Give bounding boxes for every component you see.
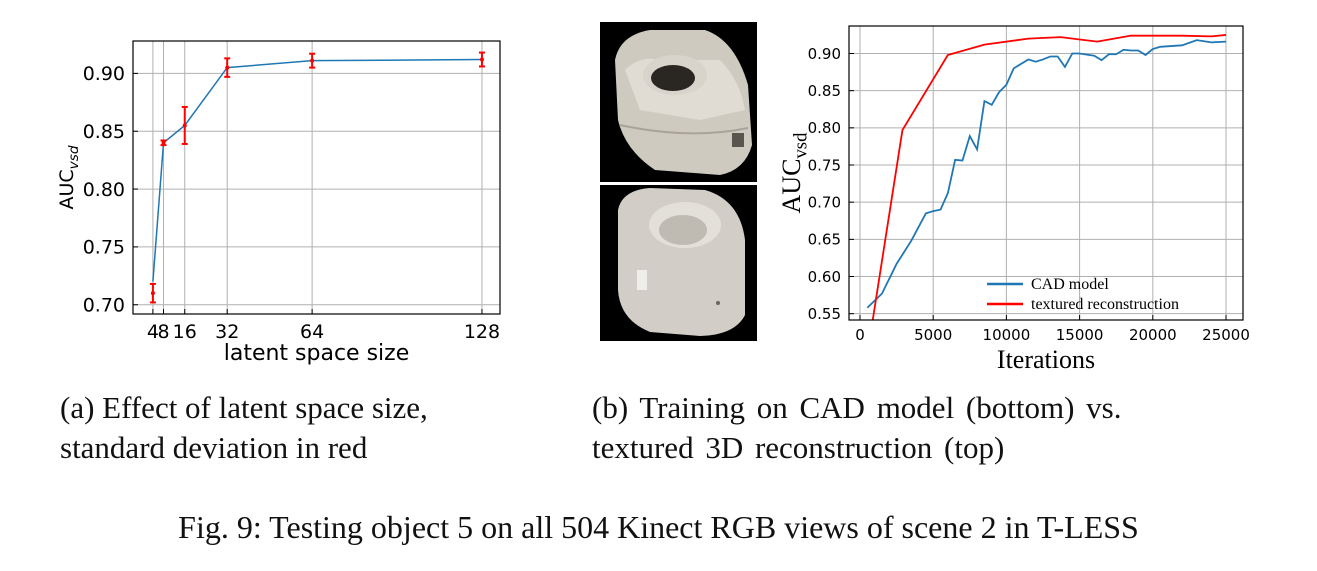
caption-a-line2: standard deviation in red [60, 430, 368, 465]
x-axis-label: latent space size [224, 341, 410, 366]
series-line [152, 58, 482, 282]
x-axis-label: Iterations [997, 345, 1095, 374]
y-tick-label: 0.70 [83, 295, 125, 317]
series-line [866, 39, 1227, 309]
y-tick-label: 0.80 [83, 179, 125, 201]
data-point [161, 140, 166, 145]
figure-caption: Fig. 9: Testing object 5 on all 504 Kine… [178, 509, 1139, 545]
series-line [871, 34, 1227, 320]
plot-area [866, 34, 1227, 320]
y-tick-label: 0.55 [808, 305, 841, 323]
object-render-textured-reconstruction [600, 22, 757, 182]
data-point [479, 57, 484, 62]
x-tick-label: 5000 [914, 326, 952, 344]
y-tick-label: 0.60 [808, 268, 841, 286]
legend-label: CAD model [1031, 276, 1109, 293]
chart-training-iterations: 0 5000 10000 15000 20000 25000 0.55 0.60 0.65 0.7… [777, 25, 1250, 374]
x-tick-label: 15000 [1056, 326, 1104, 344]
caption-b-line1: (b) Training on CAD model (bottom) vs. [592, 390, 1122, 425]
x-tick-label: 0 [855, 326, 865, 344]
caption-a: (a) Effect of latent space size, standar… [60, 388, 428, 468]
y-tick-label: 0.80 [808, 119, 841, 137]
x-tick-label: 25000 [1202, 326, 1250, 344]
y-tick-label: 0.65 [808, 231, 841, 249]
x-tick-label: 64 [300, 321, 324, 343]
y-axis-label: AUCvsd [777, 132, 812, 214]
object-render-cad-model [600, 185, 757, 341]
x-tick-label: 20000 [1129, 326, 1177, 344]
x-tick-label: 10000 [983, 326, 1031, 344]
plot-area [149, 51, 485, 304]
plot-frame [848, 25, 1244, 321]
x-tick-label: 4 [147, 321, 159, 343]
caption-a-line1: (a) Effect of latent space size, [60, 390, 428, 425]
chart-latent-space-size: 48 16 32 64 128 0.70 0.75 0.80 0.85 0.90 latent sp… [56, 40, 501, 366]
caption-b-line2: textured 3D reconstruction (top) [592, 430, 1005, 465]
x-tick-label: 32 [215, 321, 239, 343]
y-tick-label: 0.90 [808, 45, 841, 63]
y-axis-label-subscript: vsd [791, 132, 812, 159]
y-tick-label: 0.85 [808, 82, 841, 100]
caption-b: (b) Training on CAD model (bottom) vs. t… [592, 388, 1121, 468]
data-point [225, 65, 230, 70]
y-axis-label: AUCvsd [56, 145, 82, 209]
y-tick-label: 0.70 [808, 194, 841, 212]
data-point [310, 58, 315, 63]
y-tick-label: 0.90 [83, 63, 125, 85]
y-axis-label-subscript: vsd [66, 145, 82, 169]
y-tick-label: 0.85 [83, 121, 125, 143]
plot-frame [132, 40, 501, 315]
y-tick-label: 0.75 [83, 237, 125, 259]
y-tick-label: 0.75 [808, 156, 841, 174]
x-tick-label: 16 [173, 321, 197, 343]
data-point [150, 291, 155, 296]
x-tick-label: 128 [464, 321, 500, 343]
legend-label: textured reconstruction [1031, 296, 1179, 313]
x-tick-label: 8 [157, 321, 169, 343]
data-point [182, 123, 187, 128]
